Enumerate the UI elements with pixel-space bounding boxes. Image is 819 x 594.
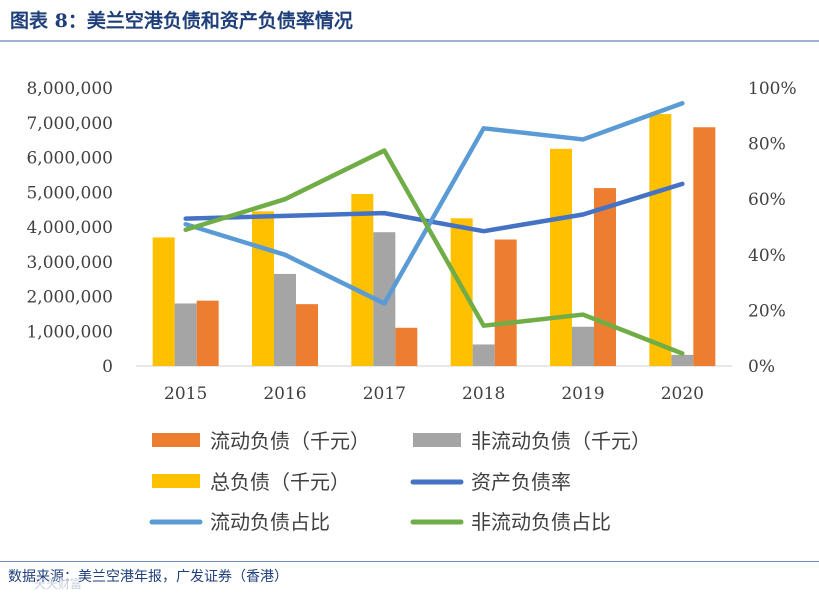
title-divider	[0, 40, 819, 42]
bar-noncurrent_liab	[472, 344, 495, 366]
left-axis-tick-label: 3,000,000	[26, 253, 113, 273]
legend-label-current_share: 流动负债占比	[210, 510, 330, 534]
footer-divider	[0, 561, 819, 562]
bar-noncurrent_liab	[572, 326, 594, 366]
bar-current_liab	[693, 127, 716, 366]
left-axis-tick-label: 2,000,000	[26, 288, 113, 308]
left-axis-tick-label: 4,000,000	[26, 218, 113, 238]
bar-current_liab	[296, 304, 318, 366]
left-axis-tick-label: 0	[102, 357, 113, 377]
legend-label-total_liab: 总负债（千元）	[210, 470, 350, 494]
bar-noncurrent_liab	[274, 273, 296, 366]
line-noncurrent_share	[183, 148, 685, 356]
legend-label-asset_liab_ratio: 资产负债率	[471, 470, 571, 494]
figure-title: 图表 8：美兰空港负债和资产负债率情况	[10, 10, 353, 32]
right-axis-tick-label: 20%	[748, 301, 786, 321]
x-axis-tick-label: 2018	[462, 384, 505, 404]
bar-noncurrent_liab	[174, 303, 197, 366]
watermark: 天天财富	[34, 577, 83, 591]
bar-total_liab	[152, 237, 175, 366]
source-note: 数据来源：美兰空港年报，广发证券（香港）	[8, 569, 288, 585]
x-axis-tick-label: 2017	[363, 384, 406, 404]
legend-swatch-total_liab	[152, 474, 200, 488]
left-axis-tick-label: 5,000,000	[26, 183, 113, 203]
legend-label-current_liab: 流动负债（千元）	[210, 429, 370, 453]
x-axis-tick-label: 2016	[263, 384, 306, 404]
left-axis-tick-label: 8,000,000	[26, 79, 113, 99]
left-axis-tick-label: 1,000,000	[26, 322, 113, 342]
legend-swatch-noncurrent_liab	[413, 433, 461, 447]
left-axis-tick-label: 7,000,000	[26, 114, 113, 134]
bar-total_liab	[450, 218, 473, 366]
x-axis-tick-label: 2020	[661, 384, 704, 404]
bar-noncurrent_liab	[671, 354, 694, 366]
bar-current_liab	[395, 327, 418, 366]
line-asset_liab_ratio	[183, 181, 685, 234]
bar-total_liab	[252, 211, 274, 366]
bar-current_liab	[494, 239, 517, 366]
left-axis-tick-label: 6,000,000	[26, 149, 113, 169]
legend-swatch-current_liab	[152, 433, 200, 447]
bar-total_liab	[550, 148, 572, 366]
x-axis-tick-label: 2015	[164, 384, 207, 404]
legend-label-noncurrent_share: 非流动负债占比	[471, 510, 611, 534]
bar-current_liab	[196, 300, 219, 366]
right-axis-tick-label: 80%	[748, 135, 786, 155]
x-axis-tick-label: 2019	[561, 384, 604, 404]
right-axis-tick-label: 100%	[748, 79, 797, 99]
bar-total_liab	[351, 193, 374, 366]
right-axis-tick-label: 60%	[748, 190, 786, 210]
line-current_share	[183, 101, 685, 306]
right-axis-tick-label: 0%	[748, 357, 775, 377]
bar-total_liab	[649, 114, 672, 366]
right-axis-tick-label: 40%	[748, 246, 786, 266]
bar-current_liab	[594, 188, 616, 366]
combo-chart: 0 1,000,000 2,000,000 3,000,000 4,000,000 5,0…	[26, 79, 797, 534]
legend-label-noncurrent_liab: 非流动负债（千元）	[471, 429, 651, 453]
